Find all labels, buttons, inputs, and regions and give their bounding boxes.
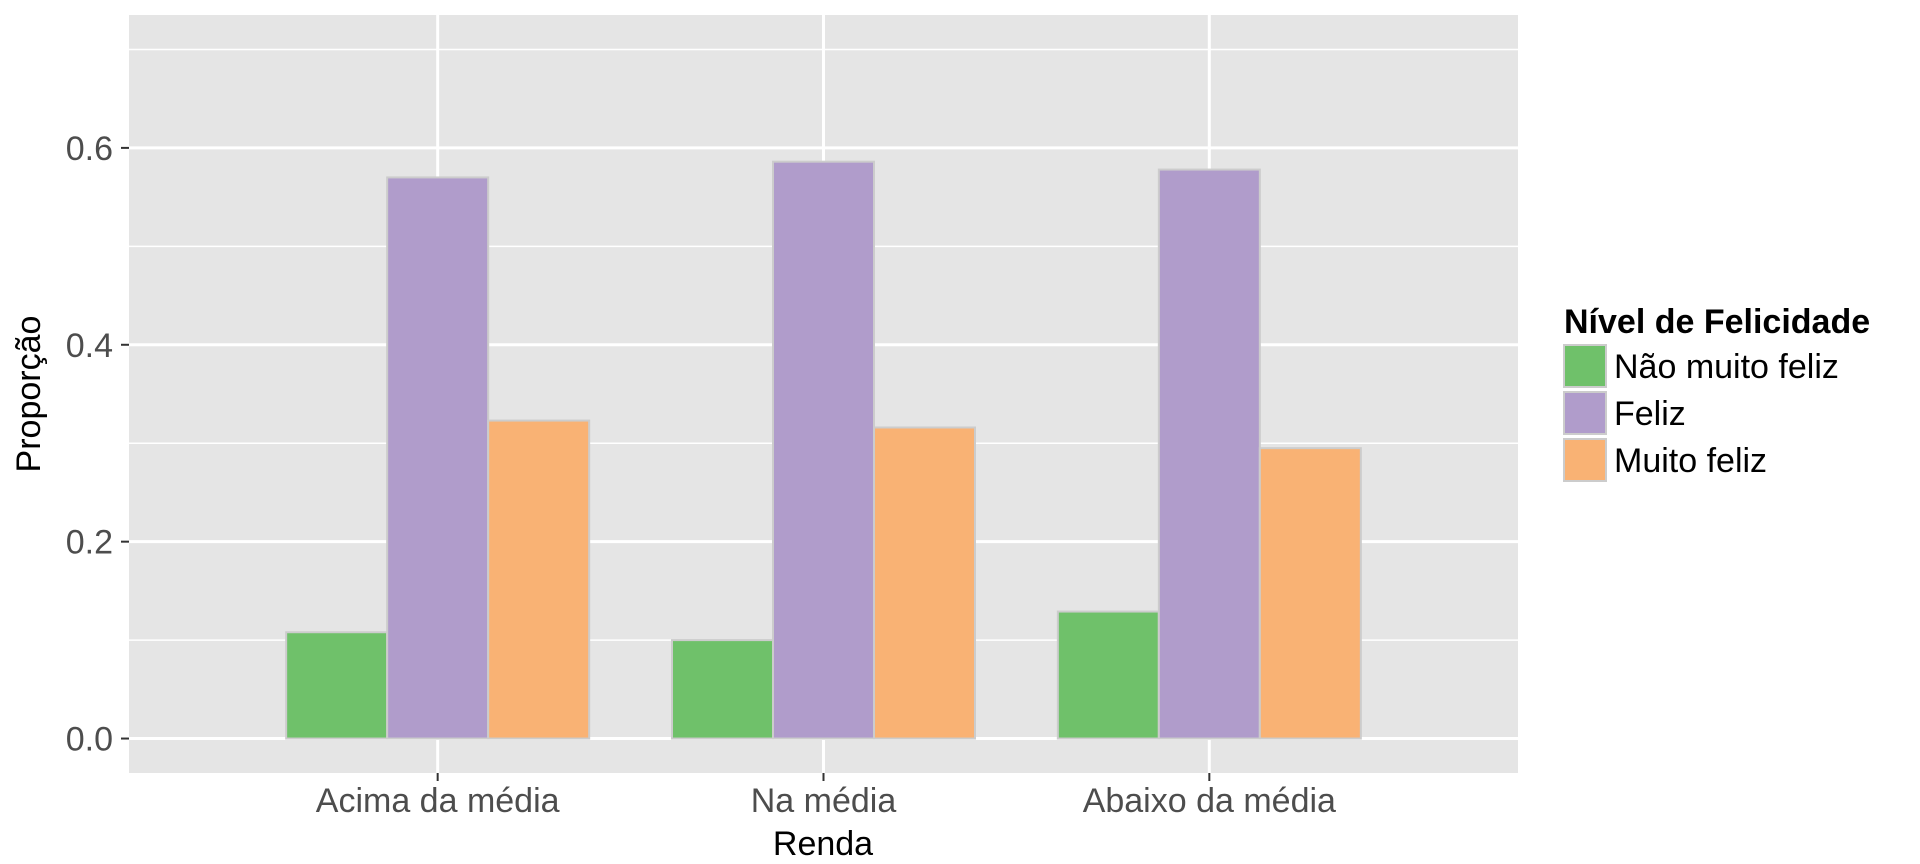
- y-axis: 0.0 0.2 0.4 0.6: [66, 130, 129, 759]
- legend-label: Não muito feliz: [1614, 348, 1839, 386]
- legend-label: Muito feliz: [1614, 442, 1767, 480]
- legend-title: Nível de Felicidade: [1564, 303, 1870, 341]
- legend-swatch: [1563, 391, 1607, 435]
- bar-muito-feliz-2: [1258, 447, 1362, 740]
- y-axis-title: Proporção: [10, 316, 48, 473]
- legend: Nível de Felicidade Não muito feliz Feliz…: [1563, 303, 1870, 482]
- bar-feliz-1: [772, 160, 875, 740]
- y-tick-label: 0.2: [66, 524, 113, 562]
- x-tick-label: Na média: [751, 782, 897, 820]
- bars: [285, 160, 1362, 740]
- x-tick-label: Abaixo da média: [1083, 782, 1336, 820]
- bar-muito-feliz-0: [487, 419, 591, 740]
- legend-label: Feliz: [1614, 395, 1686, 433]
- bar-n-o-muito-feliz-2: [1056, 610, 1160, 740]
- bar-feliz-2: [1157, 168, 1261, 740]
- legend-swatch: [1563, 438, 1607, 482]
- x-tick-label: Acima da média: [316, 782, 560, 820]
- legend-swatch: [1563, 344, 1607, 388]
- bar-n-o-muito-feliz-0: [285, 631, 389, 740]
- x-axis: Acima da média Na média Abaixo da média: [316, 773, 1336, 820]
- y-tick-label: 0.6: [66, 130, 113, 168]
- bar-muito-feliz-1: [873, 426, 976, 740]
- x-axis-title: Renda: [773, 825, 873, 863]
- bar-feliz-0: [386, 176, 490, 740]
- y-tick-label: 0.0: [66, 721, 113, 759]
- y-tick-label: 0.4: [66, 327, 113, 365]
- bar-n-o-muito-feliz-1: [671, 639, 774, 740]
